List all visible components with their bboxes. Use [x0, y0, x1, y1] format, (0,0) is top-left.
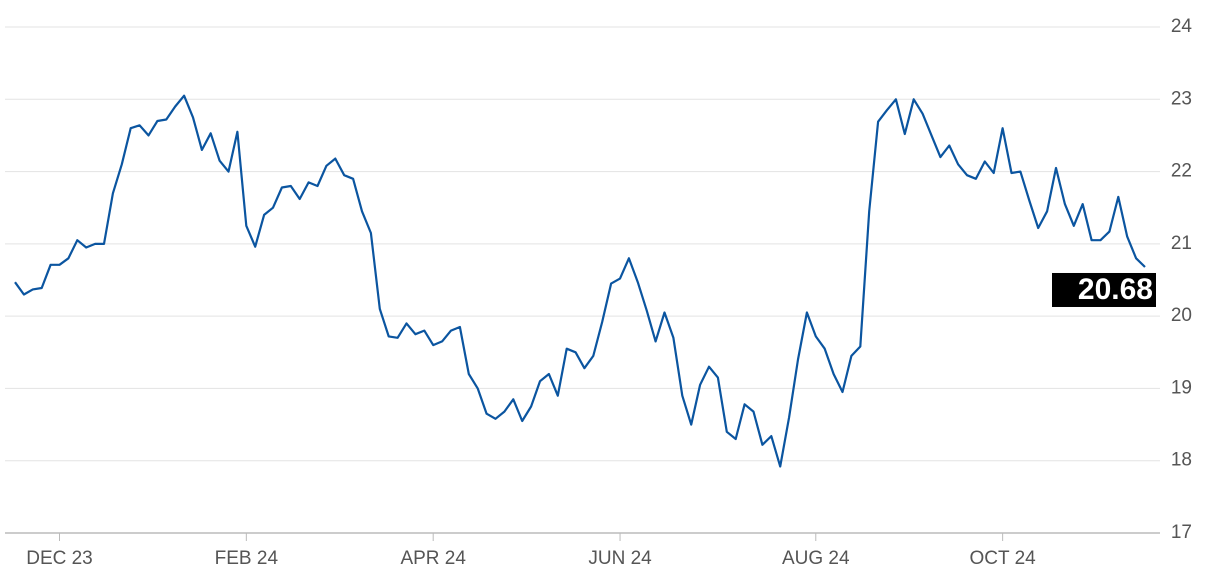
x-tick-label: AUG 24: [782, 548, 850, 569]
y-tick-label: 24: [1171, 16, 1193, 37]
x-tick-label: OCT 24: [970, 548, 1037, 569]
y-tick-label: 17: [1171, 522, 1192, 543]
y-tick-label: 18: [1171, 450, 1192, 471]
last-value-label: 20.68: [1078, 273, 1153, 306]
x-tick-label: FEB 24: [215, 548, 279, 569]
x-tick-label: DEC 23: [26, 548, 93, 569]
price-line: [14, 94, 1146, 468]
y-tick-label: 23: [1171, 88, 1192, 109]
y-tick-label: 22: [1171, 161, 1192, 182]
y-tick-label: 19: [1171, 377, 1192, 398]
y-tick-label: 20: [1171, 305, 1192, 326]
x-tick-label: JUN 24: [588, 548, 652, 569]
y-tick-label: 21: [1171, 233, 1192, 254]
last-value-badge: 20.68: [1052, 273, 1156, 307]
x-tick-label: APR 24: [400, 548, 466, 569]
badge-bg: [1052, 272, 1156, 307]
